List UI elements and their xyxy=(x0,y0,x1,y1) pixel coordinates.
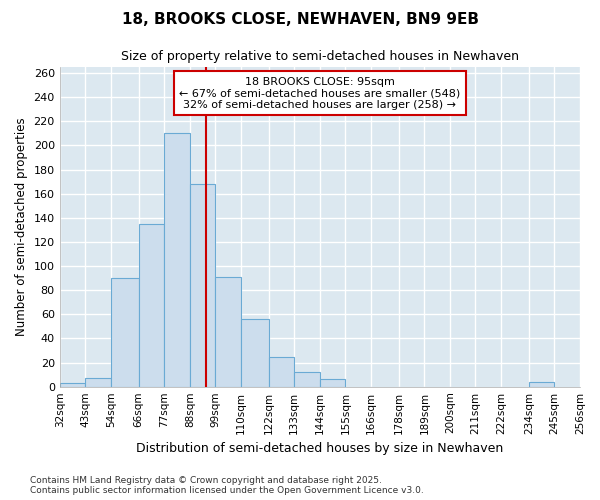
Text: 18 BROOKS CLOSE: 95sqm
← 67% of semi-detached houses are smaller (548)
32% of se: 18 BROOKS CLOSE: 95sqm ← 67% of semi-det… xyxy=(179,76,460,110)
Text: 18, BROOKS CLOSE, NEWHAVEN, BN9 9EB: 18, BROOKS CLOSE, NEWHAVEN, BN9 9EB xyxy=(121,12,479,28)
Bar xyxy=(269,356,294,386)
Bar xyxy=(111,278,139,386)
Bar xyxy=(215,277,241,386)
Bar xyxy=(529,382,554,386)
Text: Contains HM Land Registry data © Crown copyright and database right 2025.
Contai: Contains HM Land Registry data © Crown c… xyxy=(30,476,424,495)
Bar xyxy=(320,380,346,386)
Bar xyxy=(59,383,85,386)
Bar xyxy=(139,224,164,386)
X-axis label: Distribution of semi-detached houses by size in Newhaven: Distribution of semi-detached houses by … xyxy=(136,442,503,455)
Bar xyxy=(241,319,269,386)
Bar xyxy=(164,134,190,386)
Bar xyxy=(294,372,320,386)
Y-axis label: Number of semi-detached properties: Number of semi-detached properties xyxy=(15,118,28,336)
Bar xyxy=(85,378,111,386)
Bar xyxy=(190,184,215,386)
Title: Size of property relative to semi-detached houses in Newhaven: Size of property relative to semi-detach… xyxy=(121,50,519,63)
